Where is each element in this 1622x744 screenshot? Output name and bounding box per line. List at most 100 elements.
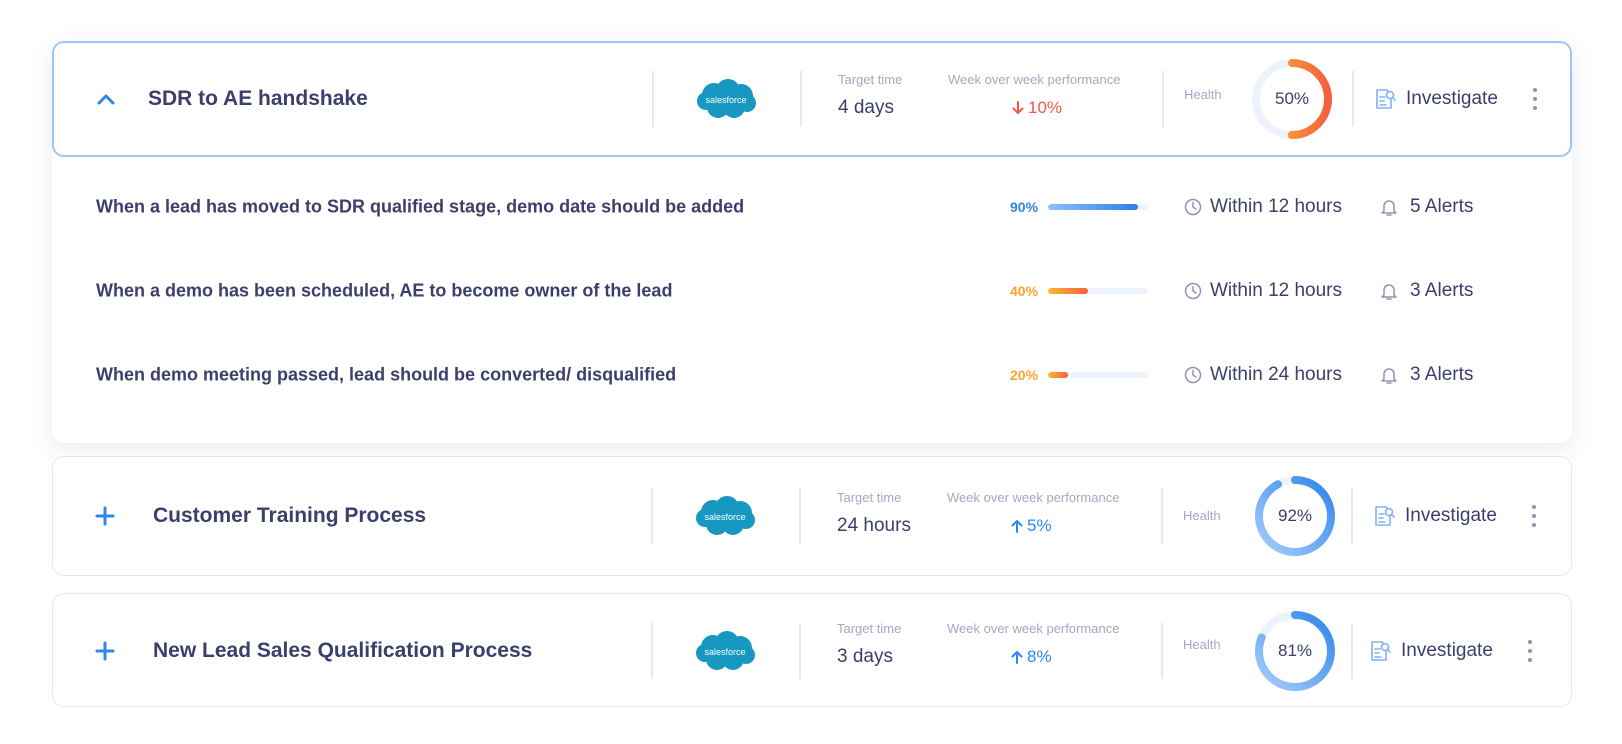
health-label: Health (1183, 637, 1221, 652)
divider (652, 71, 654, 127)
progress-fill (1048, 288, 1088, 294)
arrow-up-icon (1011, 651, 1023, 664)
rule-text: When a lead has moved to SDR qualified s… (96, 196, 745, 217)
salesforce-logo-text: salesforce (705, 95, 746, 105)
wow-label: Week over week performance (948, 72, 1121, 87)
salesforce-logo: salesforce (693, 629, 757, 673)
health-arc (1255, 611, 1335, 691)
expand-toggle[interactable] (93, 504, 117, 528)
investigate-icon (1375, 505, 1395, 526)
plus-icon (95, 641, 115, 661)
divider (800, 71, 802, 127)
health-value: 50% (1274, 89, 1310, 108)
divider (651, 487, 653, 544)
rule-time: Within 12 hours (1184, 280, 1342, 302)
process-title: SDR to AE handshake (148, 87, 368, 110)
health-label: Health (1183, 508, 1221, 523)
target-time-label: Target time (837, 490, 902, 505)
wow-percent: 8% (1027, 647, 1052, 666)
plus-icon (95, 506, 115, 525)
divider (1351, 623, 1353, 679)
bell-icon (1381, 200, 1397, 216)
investigate-icon (1371, 641, 1391, 661)
rule-time-text: Within 12 hours (1210, 280, 1343, 301)
arrow-down-icon (1012, 101, 1024, 114)
target-time-label: Target time (838, 72, 903, 87)
divider (1352, 71, 1354, 127)
health-donut: 81% (1253, 609, 1337, 693)
divider (1351, 487, 1353, 544)
target-time-value: 24 hours (837, 515, 911, 536)
salesforce-logo-text: salesforce (704, 512, 745, 522)
target-time-label: Target time (837, 621, 902, 636)
rule-alerts[interactable]: 5 Alerts (1380, 196, 1473, 218)
wow-percent: 5% (1027, 516, 1052, 535)
wow-value: 8% (1011, 647, 1052, 667)
investigate-button[interactable]: Investigate (1369, 639, 1493, 663)
process-header[interactable]: SDR to AE handshake salesforce Target ti… (52, 41, 1572, 157)
health-donut: 50% (1250, 57, 1334, 141)
salesforce-logo-text: salesforce (704, 647, 745, 657)
rule-row: When a demo has been scheduled, AE to be… (52, 271, 1572, 311)
more-options-icon[interactable] (1530, 88, 1540, 110)
collapse-toggle[interactable] (94, 87, 118, 111)
health-arc (1255, 475, 1335, 556)
progress-bar (1048, 372, 1148, 378)
salesforce-logo: salesforce (694, 77, 758, 121)
process-card-customer-training: Customer Training Process salesforce Tar… (52, 456, 1572, 576)
process-header[interactable]: Customer Training Process salesforce Tar… (53, 457, 1573, 574)
progress-fill (1048, 372, 1068, 378)
process-header[interactable]: New Lead Sales Qualification Process sal… (53, 594, 1573, 708)
health-label: Health (1184, 87, 1222, 102)
process-card-new-lead-qualification: New Lead Sales Qualification Process sal… (52, 593, 1572, 707)
health-value: 92% (1277, 505, 1313, 525)
rule-percent: 40% (1010, 283, 1039, 299)
expand-toggle[interactable] (93, 639, 117, 663)
divider (799, 487, 801, 544)
rule-percent: 90% (1010, 199, 1039, 215)
rule-text: When demo meeting passed, lead should be… (96, 364, 677, 385)
wow-value: 10% (1012, 98, 1062, 118)
investigate-button[interactable]: Investigate (1374, 87, 1498, 111)
chevron-up-icon (97, 94, 115, 105)
bell-icon (1381, 368, 1397, 384)
rule-alerts[interactable]: 3 Alerts (1380, 280, 1473, 302)
clock-icon (1184, 282, 1202, 300)
investigate-label: Investigate (1401, 640, 1493, 661)
investigate-icon (1376, 89, 1396, 109)
more-options-icon[interactable] (1525, 640, 1535, 662)
rule-alerts-text: 5 Alerts (1410, 196, 1474, 217)
rule-row: When a lead has moved to SDR qualified s… (52, 187, 1572, 227)
divider (651, 623, 653, 679)
process-card-sdr-to-ae: SDR to AE handshake salesforce Target ti… (52, 41, 1572, 443)
divider (1161, 487, 1163, 544)
target-time-value: 4 days (838, 97, 894, 118)
wow-percent: 10% (1028, 98, 1063, 117)
rule-text: When a demo has been scheduled, AE to be… (96, 280, 673, 301)
health-donut: 92% (1253, 474, 1337, 558)
health-arc (1252, 59, 1332, 139)
rule-time-text: Within 24 hours (1210, 364, 1343, 385)
divider (1162, 71, 1164, 127)
divider (1161, 623, 1163, 679)
investigate-label: Investigate (1405, 504, 1497, 526)
bell-icon (1381, 284, 1397, 300)
investigate-button[interactable]: Investigate (1373, 504, 1497, 528)
process-title: Customer Training Process (153, 503, 427, 527)
process-title: New Lead Sales Qualification Process (153, 639, 533, 662)
investigate-label: Investigate (1406, 88, 1498, 109)
salesforce-logo: salesforce (693, 494, 757, 538)
rule-time-text: Within 12 hours (1210, 196, 1343, 217)
rule-percent: 20% (1010, 367, 1039, 383)
rule-time: Within 12 hours (1184, 196, 1342, 218)
progress-fill (1048, 204, 1138, 210)
more-options-icon[interactable] (1529, 504, 1539, 527)
progress-bar (1048, 204, 1148, 210)
rule-time: Within 24 hours (1184, 364, 1342, 386)
divider (799, 623, 801, 679)
rule-alerts-text: 3 Alerts (1410, 280, 1474, 301)
target-time-value: 3 days (837, 646, 893, 667)
arrow-up-icon (1011, 520, 1023, 533)
clock-icon (1184, 198, 1202, 216)
rule-alerts[interactable]: 3 Alerts (1380, 364, 1473, 386)
